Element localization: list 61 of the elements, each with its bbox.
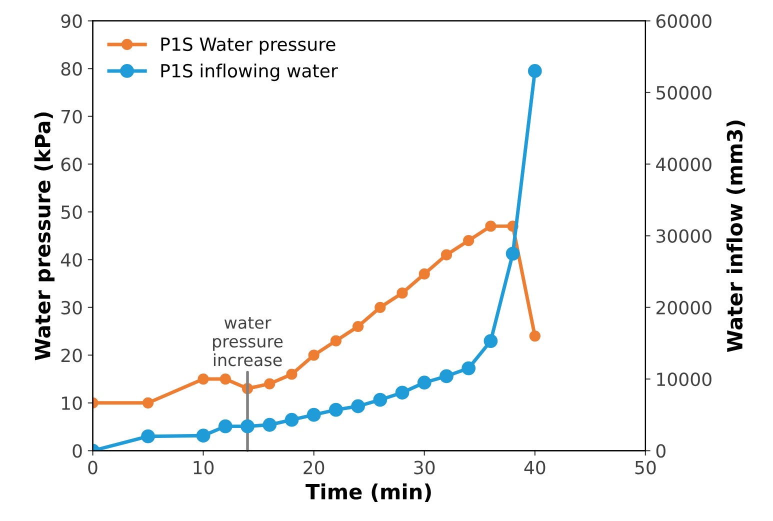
x-axis-title: Time (min) [306,483,431,502]
point [485,220,496,232]
x-tick-label: 50 [635,460,656,474]
point [463,234,474,246]
y2-tick-label: 10000 [657,372,712,386]
y-tick-label: 10 [62,396,82,410]
y2-tick-label: 50000 [656,86,712,100]
point [306,408,321,422]
point [351,399,365,414]
legend-label: P1S Water pressure [161,37,336,55]
point [284,412,299,427]
y-tick-label: 30 [61,300,82,315]
point [396,288,408,299]
y2-tick-label: 60000 [656,14,712,28]
point [264,378,276,390]
x-tick-label: 20 [304,460,324,474]
y-tick-label: 40 [60,253,82,267]
y-tick-label: 90 [61,14,82,28]
y-tick-label: 0 [72,444,82,458]
y2-tick-label: 0 [656,444,666,458]
y-tick-label: 60 [61,158,82,172]
point [218,419,232,434]
x-tick-label: 10 [194,460,214,474]
point [395,386,410,400]
point [308,350,320,361]
point [330,335,342,346]
y2-tick-label: 30000 [656,229,712,243]
x-tick-label: 40 [524,460,546,474]
point [484,334,498,348]
point [373,392,388,407]
point [352,320,364,332]
x-tick-label: 0 [88,460,98,474]
point [196,428,210,443]
point [142,397,154,408]
y-tick-label: 80 [61,62,82,76]
point [529,330,540,342]
point [440,369,454,384]
point [240,419,254,434]
y-tick-label: 70 [62,110,82,124]
y-axis-title: Water pressure (kPa) [34,112,55,360]
y2-tick-label: 40000 [656,158,712,172]
y-tick-label: 20 [61,348,82,362]
x-tick-label: 30 [414,460,435,474]
y-tick-label: 50 [61,205,82,219]
point [506,246,520,261]
point [141,429,155,444]
point [329,402,343,417]
point [198,373,209,385]
point [528,64,542,78]
point [220,373,231,385]
y2-axis-title: Water inflow (mm3) [726,120,746,352]
point [374,302,386,313]
point [286,368,298,380]
annotation: water pressure increase [213,316,283,366]
point [262,418,277,432]
legend-label: P1S inflowing water [161,64,338,82]
point [417,376,432,390]
point [440,249,452,260]
y2-tick-label: 20000 [656,300,712,315]
point [418,268,430,280]
point [462,361,476,376]
